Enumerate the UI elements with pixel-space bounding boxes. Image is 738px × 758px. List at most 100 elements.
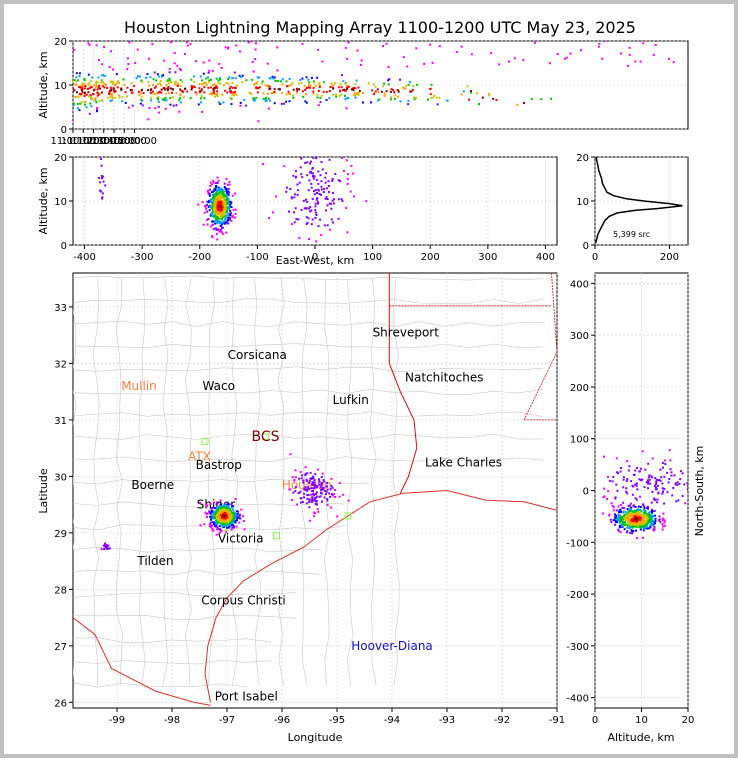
source-point bbox=[312, 86, 315, 89]
source-point bbox=[308, 481, 311, 484]
source-point bbox=[325, 98, 328, 101]
source-point bbox=[649, 525, 652, 528]
source-point bbox=[215, 85, 218, 88]
source-point bbox=[309, 519, 312, 522]
panel-plan-view-map-frame bbox=[72, 272, 558, 709]
source-point bbox=[176, 64, 179, 67]
source-point bbox=[320, 180, 323, 183]
source-point bbox=[223, 185, 226, 188]
place-label: Bastrop bbox=[196, 458, 242, 472]
source-point bbox=[93, 84, 96, 87]
longitude-axis-tick-label: -93 bbox=[439, 715, 455, 726]
source-point bbox=[314, 209, 317, 212]
source-point bbox=[141, 104, 144, 107]
source-point bbox=[619, 470, 622, 473]
source-point bbox=[51, 106, 53, 108]
source-point bbox=[178, 99, 181, 102]
source-point bbox=[322, 81, 325, 84]
source-point bbox=[78, 72, 81, 75]
source-point bbox=[311, 490, 314, 493]
source-point bbox=[346, 182, 349, 185]
source-point bbox=[298, 88, 301, 91]
source-point bbox=[200, 89, 203, 92]
source-point bbox=[301, 77, 304, 80]
source-point bbox=[299, 166, 302, 169]
source-point bbox=[219, 220, 222, 223]
source-point bbox=[287, 210, 290, 213]
source-point bbox=[276, 46, 279, 49]
source-point bbox=[626, 460, 629, 463]
source-point bbox=[218, 101, 221, 104]
source-point bbox=[636, 488, 639, 491]
source-point bbox=[240, 75, 243, 78]
source-point bbox=[243, 528, 246, 531]
source-point bbox=[632, 515, 635, 518]
source-point bbox=[230, 506, 233, 509]
panel-altitude-east-west-xlabel: East-West, km bbox=[276, 254, 354, 267]
source-point bbox=[58, 99, 60, 101]
source-point bbox=[77, 79, 80, 82]
lma-station-marker bbox=[344, 512, 352, 520]
source-point bbox=[228, 213, 231, 216]
source-point bbox=[671, 494, 674, 497]
source-point bbox=[614, 496, 617, 499]
source-point bbox=[460, 93, 463, 96]
east-west-axis-tick-label: 100 bbox=[363, 252, 382, 263]
source-point bbox=[634, 521, 637, 524]
source-point bbox=[307, 217, 310, 220]
source-point bbox=[152, 78, 155, 81]
source-point bbox=[221, 232, 224, 235]
source-point bbox=[215, 218, 218, 221]
source-point bbox=[90, 86, 93, 89]
source-point bbox=[222, 524, 225, 527]
source-point bbox=[114, 90, 117, 93]
source-point bbox=[629, 531, 632, 534]
source-point bbox=[612, 506, 615, 509]
source-point bbox=[140, 95, 143, 98]
panel-altitude-time-points bbox=[51, 41, 675, 123]
source-point bbox=[328, 158, 331, 161]
source-point bbox=[319, 193, 322, 196]
source-point bbox=[226, 196, 229, 199]
source-point bbox=[624, 511, 627, 514]
source-point bbox=[608, 514, 611, 517]
place-label: Lake Charles bbox=[425, 455, 502, 469]
source-point bbox=[275, 195, 278, 198]
source-point bbox=[667, 481, 670, 484]
source-point bbox=[228, 217, 231, 220]
source-point bbox=[234, 192, 237, 195]
source-point bbox=[228, 200, 231, 203]
source-point bbox=[309, 471, 312, 474]
source-point bbox=[208, 81, 211, 84]
source-point bbox=[304, 93, 307, 96]
source-point bbox=[149, 96, 152, 99]
source-point bbox=[312, 172, 315, 175]
source-point bbox=[193, 80, 196, 83]
source-point bbox=[103, 86, 106, 89]
source-point bbox=[330, 477, 333, 480]
source-point bbox=[214, 209, 217, 212]
source-point bbox=[96, 88, 99, 91]
source-point bbox=[635, 520, 638, 523]
source-point bbox=[326, 504, 329, 507]
source-point bbox=[228, 212, 231, 215]
source-point bbox=[285, 100, 288, 103]
source-point bbox=[634, 525, 637, 528]
source-point bbox=[645, 513, 648, 516]
source-point bbox=[216, 509, 219, 512]
source-point bbox=[661, 466, 664, 469]
source-point bbox=[314, 485, 317, 488]
source-point bbox=[223, 182, 226, 185]
source-point bbox=[234, 77, 237, 80]
source-point bbox=[631, 513, 634, 516]
map-points bbox=[100, 453, 350, 551]
source-point bbox=[630, 523, 633, 526]
source-point bbox=[99, 157, 102, 160]
source-point bbox=[686, 488, 688, 491]
source-point bbox=[78, 75, 81, 78]
source-point bbox=[205, 77, 208, 80]
source-point bbox=[390, 96, 393, 99]
source-point bbox=[315, 157, 318, 160]
source-point bbox=[208, 199, 211, 202]
longitude-axis-tick-label: -96 bbox=[274, 715, 290, 726]
